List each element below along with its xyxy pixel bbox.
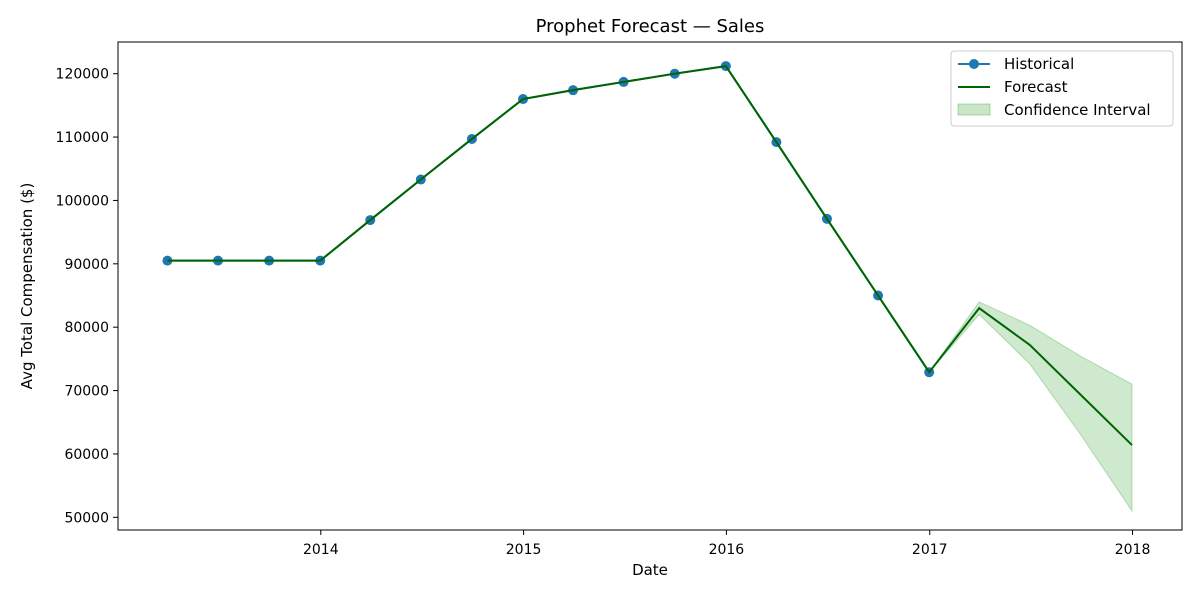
y-tick-label: 50000 — [64, 510, 109, 526]
legend-forecast-label: Forecast — [1004, 78, 1068, 96]
x-tick-label: 2017 — [912, 542, 948, 558]
y-tick-label: 120000 — [56, 67, 109, 83]
y-axis-label: Avg Total Compensation ($) — [18, 183, 36, 390]
x-axis-label: Date — [632, 561, 668, 579]
x-tick-label: 2018 — [1115, 542, 1151, 558]
chart-title: Prophet Forecast — Sales — [536, 16, 765, 37]
y-tick-label: 70000 — [64, 384, 109, 400]
legend: Historical Forecast Confidence Interval — [950, 50, 1174, 127]
x-tick-label: 2016 — [709, 542, 745, 558]
legend-confidence-label: Confidence Interval — [1004, 101, 1151, 119]
y-tick-label: 80000 — [64, 320, 109, 336]
x-tick-label: 2015 — [506, 542, 542, 558]
y-tick-label: 100000 — [56, 193, 109, 209]
y-tick-label: 90000 — [64, 257, 109, 273]
y-tick-label: 110000 — [56, 130, 109, 146]
legend-confidence-swatch — [957, 103, 991, 116]
forecast-line — [167, 65, 1133, 446]
legend-historical-marker — [969, 59, 979, 69]
historical-line — [167, 65, 931, 373]
legend-historical-label: Historical — [1004, 55, 1074, 73]
x-tick-label: 2014 — [303, 542, 339, 558]
y-tick-label: 60000 — [64, 447, 109, 463]
plot-frame — [117, 41, 1183, 531]
legend-frame — [950, 50, 1174, 127]
